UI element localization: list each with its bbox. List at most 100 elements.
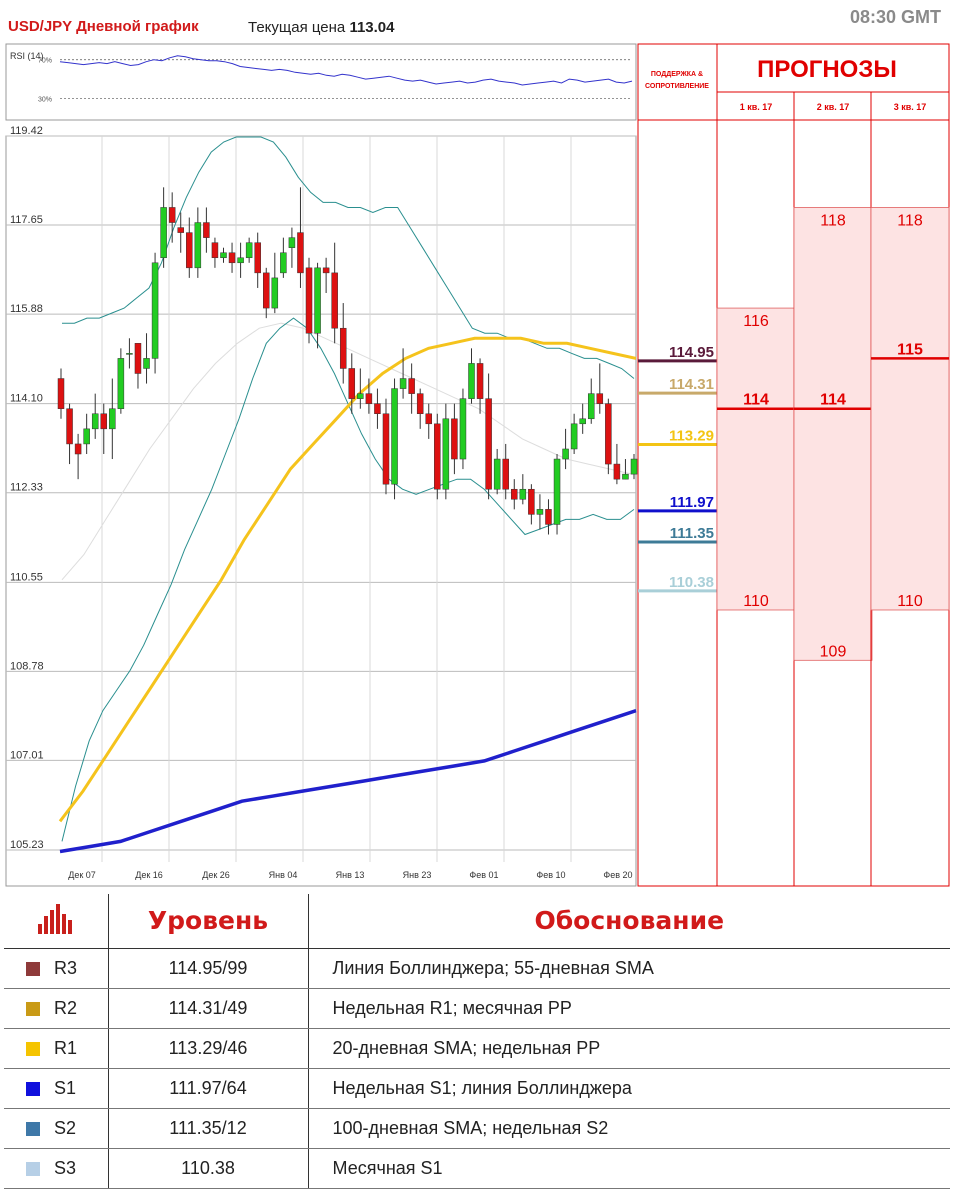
y-tick-label: 110.55 — [10, 571, 43, 583]
forecast-title: ПРОГНОЗЫ — [757, 56, 897, 83]
legend-level-name: S1 — [4, 1068, 109, 1109]
candle — [596, 363, 604, 414]
candle — [365, 378, 373, 414]
legend-level-value: 111.35/12 — [108, 1108, 309, 1149]
levels-panel-header-line-2: СОПРОТИВЛЕНИЕ — [645, 83, 709, 90]
candle — [109, 378, 116, 460]
candle — [151, 252, 159, 374]
forecast-low-label: 110 — [743, 593, 769, 610]
legend-level-reason: Линия Боллинджера; 55-дневная SMA — [308, 948, 950, 989]
x-tick-label: Дек 26 — [202, 870, 230, 880]
candle — [399, 348, 407, 399]
legend-level-value: 113.29/46 — [108, 1028, 309, 1069]
x-tick-label: Дек 07 — [68, 870, 96, 880]
candle — [126, 338, 133, 369]
rsi-line — [59, 55, 633, 86]
candle — [228, 242, 236, 273]
legend-row: S2 111.35/12 100-дневная SMA; недельная S2 — [4, 1108, 950, 1149]
levels-panel — [637, 43, 718, 887]
y-tick-label: 117.65 — [10, 214, 43, 226]
y-tick-label: 108.78 — [10, 660, 44, 672]
candle — [220, 247, 227, 263]
candle — [143, 333, 150, 384]
legend-header-row: Уровень Обоснование — [4, 894, 950, 949]
forecast-range — [793, 207, 873, 661]
current-price: Текущая цена 113.04 — [248, 19, 395, 36]
legend-level-reason: 100-дневная SMA; недельная S2 — [308, 1108, 950, 1149]
chart-area: RSI (14) 70% 30% 119.42 117.65 115.88 114.10… — [5, 43, 950, 887]
candle — [211, 237, 219, 268]
legend-row: S3 110.38 Месячная S1 — [4, 1148, 950, 1189]
x-tick-label: Янв 13 — [336, 870, 365, 880]
candle — [160, 187, 167, 268]
forecast-mid-label: 114 — [743, 392, 769, 409]
candle — [459, 388, 467, 470]
level-color-swatch — [26, 1161, 40, 1176]
candle — [245, 237, 253, 263]
candle — [314, 262, 321, 349]
candle — [416, 388, 424, 429]
level-color-swatch — [26, 1081, 40, 1096]
chart-title: USD/JPY Дневной график — [8, 18, 199, 35]
y-tick-label: 114.10 — [10, 393, 43, 405]
legend-level-value: 110.38 — [108, 1148, 309, 1189]
forecast-column-label: 1 кв. 17 — [740, 102, 773, 112]
legend-row: R3 114.95/99 Линия Боллинджера; 55-дневная… — [4, 948, 950, 989]
candle — [177, 212, 184, 253]
current-price-label: Текущая цена — [248, 19, 346, 36]
candle — [511, 479, 518, 510]
candle — [271, 252, 279, 314]
candle — [194, 207, 202, 278]
x-tick-label: Фев 01 — [469, 870, 498, 880]
legend-row: R2 114.31/49 Недельная R1; месячная PP — [4, 988, 950, 1029]
candle — [493, 448, 501, 495]
candle — [630, 454, 638, 480]
level-color-swatch — [26, 1041, 40, 1056]
x-tick-label: Фев 20 — [603, 870, 632, 880]
x-tick-label: Янв 04 — [269, 870, 298, 880]
levels-panel-header: ПОДДЕРЖКА & — [651, 71, 703, 78]
candle — [476, 358, 484, 414]
forecast-high-label: 118 — [820, 212, 846, 229]
legend-level-name: R1 — [4, 1028, 109, 1069]
legend-level-value: 114.31/49 — [108, 988, 309, 1029]
legend-level-reason: Недельная R1; месячная PP — [308, 988, 950, 1029]
forecast-range — [870, 207, 950, 611]
candle — [451, 403, 458, 475]
legend-header-reason: Обоснование — [308, 894, 950, 949]
candle — [280, 237, 287, 278]
x-tick-label: Дек 16 — [135, 870, 163, 880]
forecast-high-label: 118 — [897, 212, 923, 229]
forecast-column-label: 3 кв. 17 — [894, 102, 927, 112]
candle — [502, 443, 509, 500]
candle — [348, 353, 356, 414]
level-label: 111.35 — [670, 525, 714, 542]
candle — [528, 484, 535, 525]
rsi-label: RSI (14) — [10, 51, 44, 61]
legend-level-name: R2 — [4, 988, 109, 1029]
candle — [391, 378, 398, 500]
legend-row: S1 111.97/64 Недельная S1; линия Боллиндже… — [4, 1068, 950, 1109]
candle — [570, 413, 578, 455]
y-tick-label: 105.23 — [10, 839, 44, 851]
legend-level-name: R3 — [4, 948, 109, 989]
legend-level-name: S3 — [4, 1148, 109, 1189]
level-label: 113.29 — [669, 427, 714, 444]
candle — [587, 378, 595, 424]
level-label: 111.97 — [670, 494, 714, 511]
level-color-swatch — [26, 961, 40, 976]
legend-level-reason: Месячная S1 — [308, 1148, 950, 1189]
candle — [374, 388, 381, 429]
rsi-panel — [5, 43, 637, 121]
candle — [545, 499, 552, 535]
candle — [74, 433, 82, 480]
header: USD/JPY Дневной график Текущая цена 113.… — [0, 0, 973, 42]
forecast-column-label: 2 кв. 17 — [817, 102, 850, 112]
candle — [519, 474, 527, 505]
legend-level-name: S2 — [4, 1108, 109, 1149]
candle — [442, 403, 450, 500]
y-tick-label: 119.42 — [10, 125, 43, 137]
legend-level-reason: 20-дневная SMA; недельная PP — [308, 1028, 950, 1069]
x-tick-label: Янв 23 — [403, 870, 432, 880]
candle — [297, 187, 304, 288]
